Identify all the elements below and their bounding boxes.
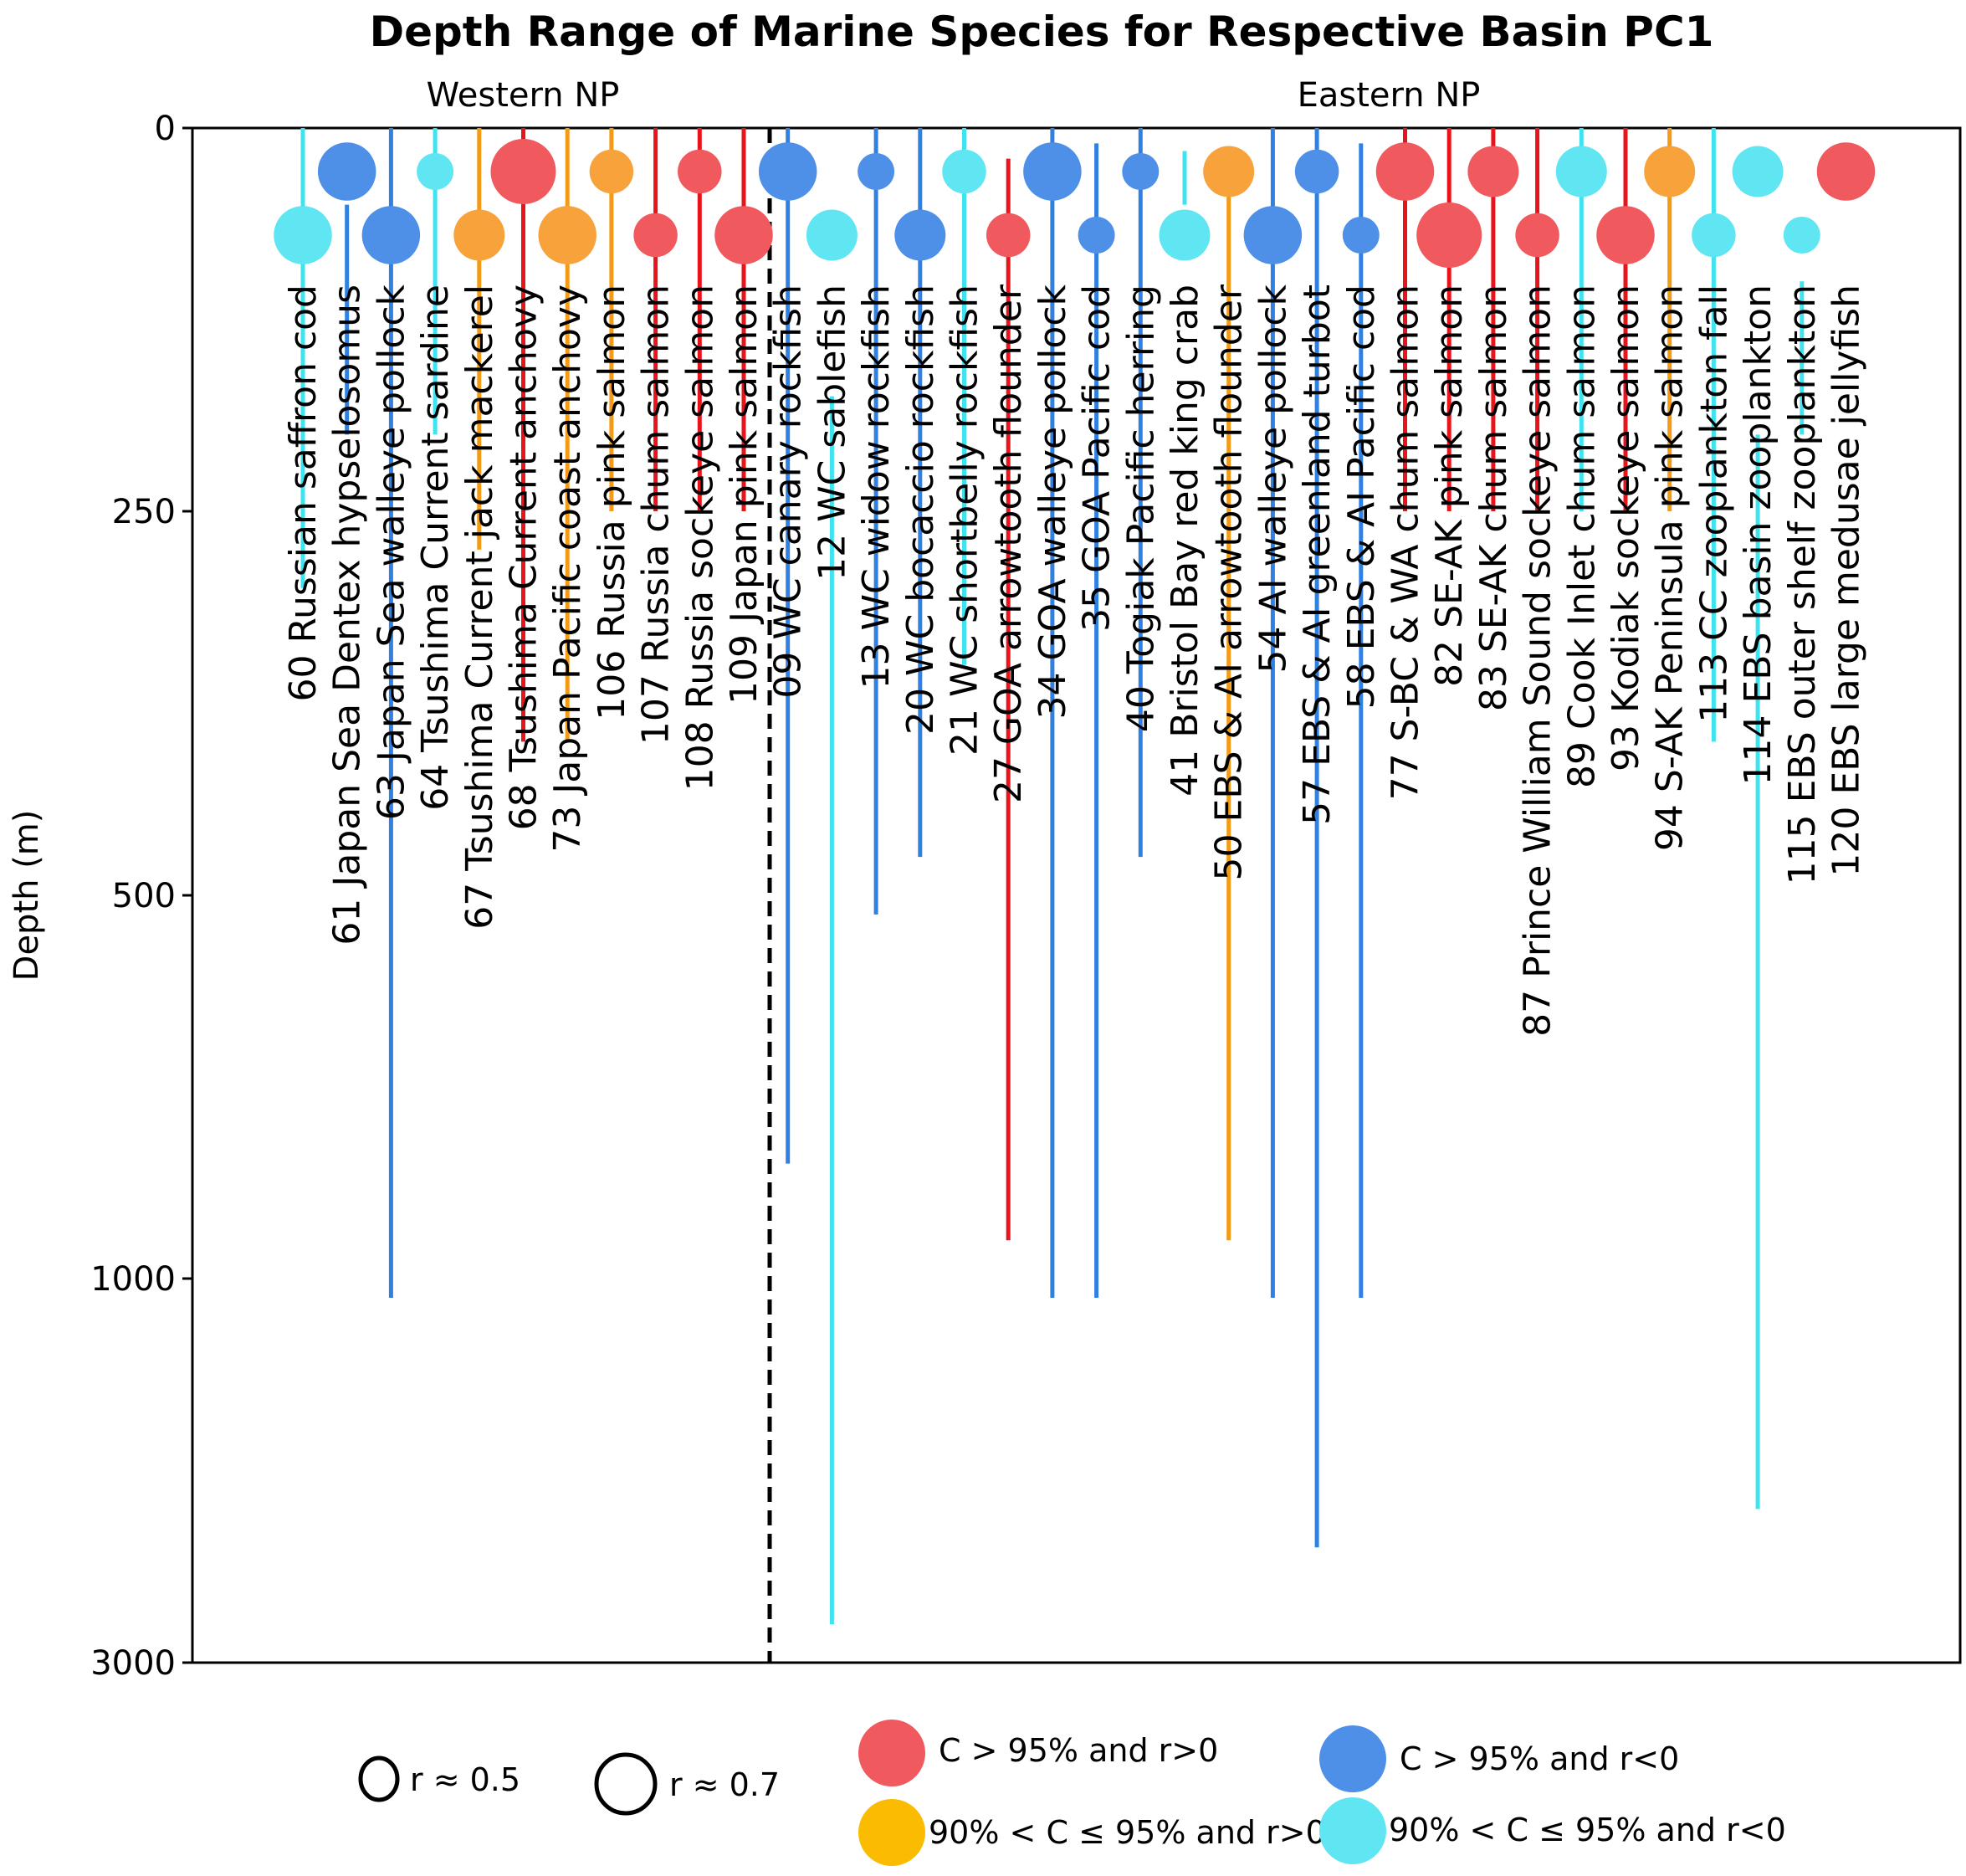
- species-label: 21 WC shortbelly rockfish: [944, 284, 986, 756]
- species-label: 114 EBS basin zooplankton: [1737, 284, 1779, 786]
- species-label: 27 GOA arrowtooth flounder: [987, 284, 1030, 803]
- species-label: 57 EBS & AI greenland turbot: [1296, 284, 1339, 825]
- legend-color-marker: [1319, 1725, 1386, 1792]
- correlation-marker: [633, 213, 678, 258]
- species-label: 108 Russia sockeye salmon: [678, 284, 721, 791]
- correlation-marker: [986, 213, 1031, 258]
- y-tick-label: 500: [112, 877, 176, 915]
- species-label: 82 SE-AK pink salmon: [1428, 284, 1471, 687]
- species-label: 35 GOA Pacific cod: [1076, 284, 1119, 632]
- region-labels: Western NP Eastern NP: [427, 76, 1481, 115]
- correlation-marker: [1555, 146, 1607, 197]
- correlation-marker: [678, 149, 722, 194]
- correlation-marker: [1692, 213, 1736, 258]
- species-label: 109 Japan pink salmon: [723, 284, 765, 705]
- species-label: 93 Kodiak sockeye salmon: [1605, 284, 1647, 771]
- species-label: 77 S-BC & WA chum salmon: [1385, 284, 1427, 800]
- correlation-marker: [1644, 146, 1696, 197]
- y-tick-label: 3000: [90, 1644, 176, 1683]
- species-label: 34 GOA walleye pollock: [1032, 284, 1074, 719]
- correlation-marker: [1078, 217, 1115, 254]
- correlation-marker: [1515, 213, 1559, 258]
- region-label: Eastern NP: [1298, 76, 1481, 115]
- legend-color-marker: [858, 1799, 925, 1866]
- correlation-marker: [1596, 206, 1655, 264]
- correlation-marker: [453, 209, 505, 261]
- species-label: 68 Tsushima Current anchovy: [503, 284, 545, 830]
- correlation-markers: [274, 139, 1876, 268]
- correlation-marker: [1816, 142, 1876, 201]
- species-label: 73 Japan Pacific coast anchovy: [546, 284, 589, 853]
- legend: r ≈ 0.5 r ≈ 0.7 C > 95% and r>0 C > 95% and…: [358, 1720, 1786, 1866]
- correlation-marker: [1023, 142, 1082, 201]
- legend-color-marker: [858, 1720, 925, 1786]
- species-label: 64 Tsushima Current sardine: [414, 284, 457, 811]
- species-label: 120 EBS large medusae jellyfish: [1825, 284, 1868, 877]
- correlation-marker: [942, 149, 986, 194]
- correlation-marker: [589, 149, 634, 194]
- legend-color-label: C > 95% and r>0: [939, 1732, 1218, 1769]
- correlation-marker: [490, 139, 556, 204]
- legend-size-label: r ≈ 0.5: [410, 1761, 520, 1798]
- correlation-marker: [361, 206, 421, 264]
- species-label: 41 Bristol Bay red king crab: [1164, 284, 1206, 797]
- correlation-marker: [714, 206, 773, 264]
- species-label: 58 EBS & AI Pacific cod: [1340, 284, 1383, 709]
- chart-title: Depth Range of Marine Species for Respec…: [370, 8, 1714, 56]
- species-label: 83 SE-AK chum salmon: [1472, 284, 1515, 711]
- species-labels: 60 Russian saffron cod 61 Japan Sea Dente…: [282, 284, 1868, 1037]
- correlation-marker: [1294, 149, 1339, 194]
- species-label: 94 S-AK Peninsula pink salmon: [1649, 284, 1692, 851]
- correlation-marker: [1467, 146, 1519, 197]
- legend-color-label: 90% < C ≤ 95% and r<0: [1389, 1812, 1786, 1848]
- legend-size-marker: [594, 1752, 658, 1816]
- legend-size-label: r ≈ 0.7: [669, 1766, 780, 1803]
- correlation-marker: [317, 142, 376, 201]
- correlation-marker: [894, 209, 946, 261]
- species-label: 60 Russian saffron cod: [282, 284, 325, 702]
- y-axis-label: Depth (m): [8, 810, 46, 982]
- correlation-marker: [1375, 142, 1435, 201]
- y-axis-ticks: 0 250 500 1000 3000: [90, 110, 192, 1683]
- correlation-marker: [1159, 209, 1211, 261]
- correlation-marker: [758, 142, 817, 201]
- species-label: 09 WC canary rockfish: [767, 284, 810, 699]
- species-label: 63 Japan Sea walleye pollock: [370, 284, 412, 820]
- species-label: 89 Cook Inlet chum salmon: [1560, 284, 1603, 788]
- correlation-marker: [538, 206, 596, 264]
- correlation-marker: [1416, 202, 1482, 268]
- correlation-marker: [1243, 206, 1303, 264]
- correlation-marker: [806, 209, 858, 261]
- correlation-marker: [1203, 146, 1255, 197]
- species-label: 20 WC bocaccio rockfish: [899, 284, 942, 735]
- correlation-marker: [1122, 153, 1160, 190]
- species-label: 40 Togiak Pacific herring: [1119, 284, 1162, 732]
- species-label: 113 CC zooplankton fall: [1692, 284, 1735, 723]
- legend-color-label: 90% < C ≤ 95% and r>0: [929, 1814, 1326, 1851]
- correlation-marker: [1732, 146, 1784, 197]
- species-label: 50 EBS & AI arrowtooth flounder: [1208, 284, 1251, 880]
- correlation-marker: [417, 153, 454, 190]
- species-label: 13 WC widow rockfish: [855, 284, 898, 689]
- correlation-marker: [274, 206, 332, 264]
- correlation-marker: [858, 153, 895, 190]
- species-label: 106 Russia pink salmon: [591, 284, 633, 720]
- species-label: 61 Japan Sea Dentex hypselosomus: [326, 284, 369, 946]
- correlation-marker: [1342, 217, 1380, 254]
- y-tick-label: 0: [155, 110, 176, 148]
- y-tick-label: 250: [112, 493, 176, 531]
- legend-size-marker: [358, 1756, 400, 1802]
- correlation-marker: [1783, 217, 1820, 254]
- species-label: 115 EBS outer shelf zooplankton: [1781, 284, 1824, 884]
- y-tick-label: 1000: [90, 1260, 176, 1299]
- legend-color-marker: [1319, 1797, 1386, 1864]
- region-label: Western NP: [427, 76, 620, 115]
- legend-color-label: C > 95% and r<0: [1400, 1740, 1679, 1777]
- species-label: 107 Russia chum salmon: [635, 284, 678, 745]
- species-label: 54 AI walleye pollock: [1252, 284, 1294, 673]
- species-label: 87 Prince William Sound sockeye salmon: [1517, 284, 1559, 1037]
- species-label: 12 WC sablefish: [811, 284, 853, 581]
- species-label: 67 Tsushima Current jack mackerel: [458, 284, 501, 930]
